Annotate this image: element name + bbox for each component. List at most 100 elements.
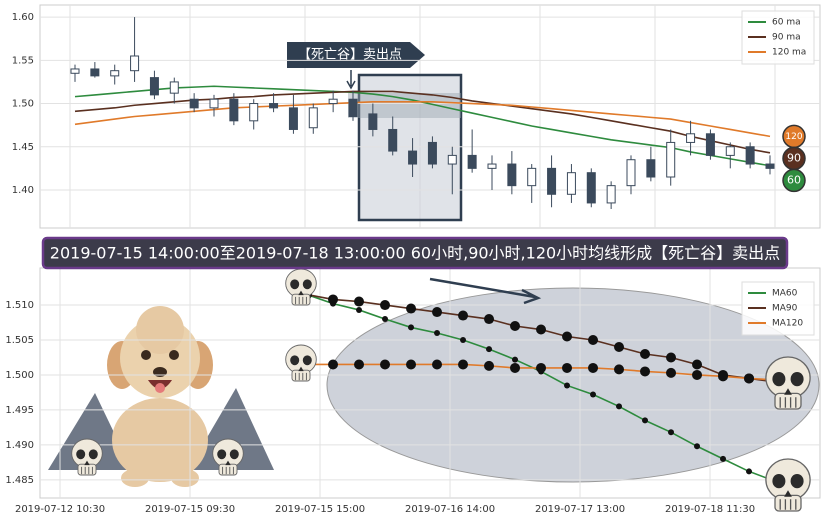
point-marker [432, 307, 443, 318]
banner [41, 236, 789, 270]
legend-label: MA120 [772, 319, 803, 329]
point-marker [356, 306, 363, 313]
candle-body [408, 150, 418, 165]
legend-label: 120 ma [772, 48, 806, 58]
end-badge-label: 60 [787, 173, 801, 186]
x-tick-label: 2019-07-15 15:00 [275, 504, 365, 515]
point-marker [614, 364, 625, 375]
point-marker [536, 324, 547, 335]
candle-body [725, 146, 735, 156]
point-marker [354, 359, 365, 370]
candle-body [288, 107, 298, 130]
point-marker [614, 341, 625, 352]
legend-label: 90 ma [772, 33, 801, 43]
annotation-box [287, 42, 425, 68]
candle-body [606, 185, 616, 204]
point-marker [640, 366, 651, 377]
x-tick-label: 2019-07-15 09:30 [145, 504, 235, 515]
x-tick-label: 2019-07-16 14:00 [405, 504, 495, 515]
x-tick-label: 2019-07-18 11:30 [665, 504, 755, 515]
candle-body [70, 68, 80, 74]
point-marker [512, 356, 519, 363]
point-marker [692, 359, 703, 370]
point-marker [510, 321, 521, 332]
legend-label: MA60 [772, 289, 798, 299]
point-marker [590, 391, 597, 398]
point-marker [562, 331, 573, 342]
y-tick-label: 1.485 [5, 475, 34, 486]
candle-body [209, 98, 219, 109]
point-marker [588, 335, 599, 346]
point-marker [744, 373, 755, 384]
point-marker [380, 359, 391, 370]
point-marker [406, 359, 417, 370]
point-marker [668, 429, 675, 436]
point-marker [484, 360, 495, 371]
candle-body [149, 77, 159, 96]
candle-body [507, 163, 517, 187]
candle-body [348, 98, 358, 118]
candle-body [249, 103, 259, 122]
point-marker [434, 330, 441, 337]
candle-body [269, 103, 279, 109]
candle-body [626, 159, 636, 187]
point-marker [616, 403, 623, 410]
candle-body [308, 107, 318, 129]
candle-body [686, 133, 696, 143]
candle-body [487, 163, 497, 169]
candle-body [229, 98, 239, 122]
candle-body [328, 98, 338, 105]
candle-body [765, 163, 775, 169]
y-tick-label: 1.55 [12, 55, 34, 66]
point-marker [692, 369, 703, 380]
point-marker [562, 362, 573, 373]
candle-body [586, 172, 596, 204]
candle-body [527, 167, 537, 187]
y-tick-label: 1.505 [5, 335, 34, 346]
point-marker [354, 296, 365, 307]
candle-body [646, 159, 656, 178]
point-marker [640, 348, 651, 359]
point-marker [564, 382, 571, 389]
ma-line [74, 101, 771, 138]
candle-body [427, 141, 437, 165]
point-marker [460, 337, 467, 344]
end-badge-label: 120 [785, 132, 802, 142]
x-tick-label: 2019-07-12 10:30 [15, 504, 105, 515]
plots: 1.40 1.45 1.50 1.55 1.60 60 ma 90 ma 120 ma 120 9… [5, 10, 820, 515]
y-tick-label: 1.45 [12, 142, 34, 153]
y-tick-label: 1.490 [5, 440, 34, 451]
point-marker [720, 455, 727, 462]
candle-body [566, 172, 576, 195]
candle-body [705, 133, 715, 156]
point-marker [666, 352, 677, 363]
point-marker [694, 443, 701, 450]
candle-body [90, 68, 100, 77]
x-tick-label: 2019-07-17 13:00 [535, 504, 625, 515]
y-tick-label: 1.500 [5, 370, 34, 381]
point-marker [408, 324, 415, 331]
annotation-arrow [346, 70, 356, 90]
end-badge [782, 168, 806, 193]
y-tick-label: 1.495 [5, 405, 34, 416]
candle-body [666, 141, 676, 178]
highlight-band [348, 93, 461, 118]
candle-body [447, 154, 457, 165]
point-marker [484, 314, 495, 325]
candle-body [547, 167, 557, 195]
pointer-arrow [429, 277, 542, 305]
point-marker [718, 371, 729, 382]
overlay: 2019-07-15 14:00:00至2019-07-18 13:00:00 … [41, 236, 811, 512]
candle-body [169, 81, 179, 94]
candle-body [110, 70, 120, 77]
point-marker [746, 468, 753, 475]
point-marker [666, 367, 677, 378]
skull [765, 458, 811, 512]
point-marker [486, 346, 493, 353]
y-tick-label: 1.510 [5, 300, 34, 311]
end-badge-label: 90 [787, 151, 801, 164]
point-marker [382, 316, 389, 323]
point-marker [588, 362, 599, 373]
candle-body [388, 128, 398, 152]
